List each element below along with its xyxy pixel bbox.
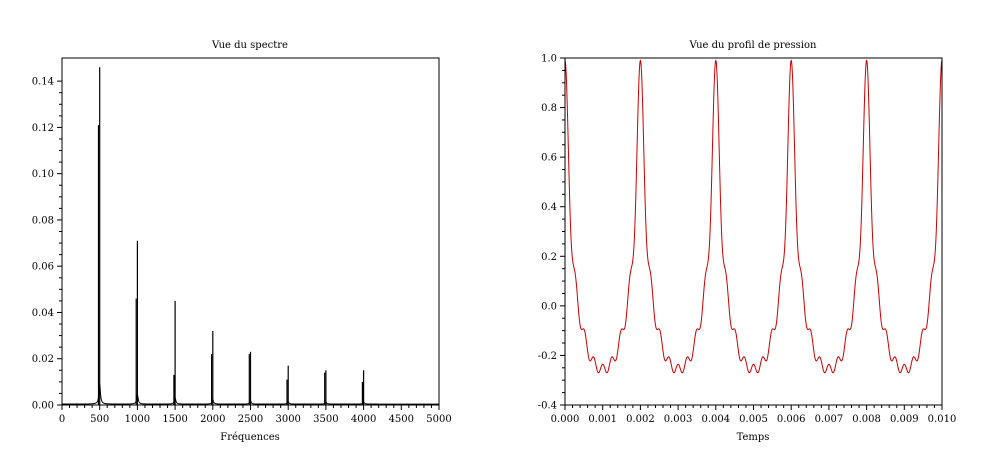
pressure-line: [564, 59, 943, 374]
spectrum-series: [62, 67, 439, 405]
spectrum-y-tick-label: 0.02: [32, 354, 54, 365]
pressure-x-tick-label: 0.000: [551, 414, 580, 425]
pressure-y-tick-label: 0.6: [541, 153, 557, 164]
pressure-x-tick-label: 0.001: [588, 414, 617, 425]
spectrum-x-tick-label: 4500: [389, 414, 414, 425]
spectrum-x-tick-label: 500: [90, 414, 109, 425]
pressure-x-tick-label: 0.010: [928, 414, 957, 425]
spectrum-y-tick-label: 0.00: [32, 401, 54, 412]
pressure-plot-frame: [564, 57, 943, 406]
spectrum-y-tick-label: 0.08: [32, 215, 54, 226]
pressure-x-tick-label: 0.002: [626, 414, 655, 425]
pressure-y-tick-label: -0.4: [538, 401, 557, 412]
pressure-x-tick-label: 0.005: [739, 414, 768, 425]
pressure-x-tick-label: 0.008: [852, 414, 881, 425]
spectrum-x-tick-label: 0: [59, 414, 65, 425]
spectrum-x-tick-label: 3500: [313, 414, 338, 425]
pressure-y-tick-label: 0.2: [541, 252, 557, 263]
spectrum-y-tick-label: 0.14: [32, 77, 54, 88]
pressure-x-tick-label: 0.009: [890, 414, 919, 425]
spectrum-x-tick-label: 1000: [125, 414, 150, 425]
pressure-x-tick-label: 0.004: [701, 414, 730, 425]
pressure-x-axis-label: Temps: [737, 432, 770, 443]
pressure-x-tick-label: 0.006: [777, 414, 806, 425]
spectrum-chart-title: Vue du spectre: [211, 40, 288, 51]
pressure-series: [564, 59, 943, 374]
spectrum-y-tick-label: 0.04: [32, 308, 54, 319]
spectrum-chart: Vue du spectre 0 500 1000 1500 2000 2500 3000 3…: [32, 40, 452, 443]
pressure-y-tick-label: 0.0: [541, 301, 557, 312]
pressure-y-tick-label: -0.2: [538, 351, 557, 362]
spectrum-x-tick-label: 4000: [351, 414, 376, 425]
spectrum-x-tick-label: 5000: [426, 414, 451, 425]
spectrum-x-axis-label: Fréquences: [220, 432, 280, 443]
pressure-y-tick-label: 0.4: [541, 202, 557, 213]
spectrum-x-tick-label: 1500: [162, 414, 187, 425]
pressure-y-tick-label: 1.0: [541, 54, 557, 65]
spectrum-x-tick-label: 3000: [275, 414, 300, 425]
spectrum-axes: 0 500 1000 1500 2000 2500 3000 3500 4000 4500 5000…: [32, 77, 452, 425]
pressure-axes: 0.000 0.001 0.002 0.003 0.004 0.005 0.006 0.007…: [538, 54, 957, 426]
pressure-chart: Vue du profil de pression 0.000 0.001 0.00…: [538, 40, 957, 443]
spectrum-y-tick-label: 0.06: [32, 262, 54, 273]
pressure-x-tick-label: 0.007: [815, 414, 844, 425]
pressure-y-tick-label: 0.8: [541, 103, 557, 114]
pressure-chart-title: Vue du profil de pression: [689, 40, 817, 51]
pressure-x-tick-label: 0.003: [664, 414, 693, 425]
spectrum-y-tick-label: 0.10: [32, 169, 54, 180]
spectrum-x-tick-label: 2000: [200, 414, 225, 425]
spectrum-x-tick-label: 2500: [238, 414, 263, 425]
spectrum-y-tick-label: 0.12: [32, 123, 54, 134]
